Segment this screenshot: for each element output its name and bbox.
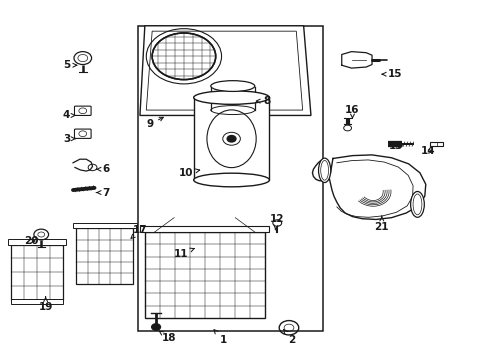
Text: 6: 6 — [97, 164, 109, 174]
Text: 14: 14 — [421, 146, 436, 156]
Polygon shape — [313, 155, 426, 220]
Text: 3: 3 — [63, 134, 76, 144]
Text: 17: 17 — [131, 225, 147, 238]
Ellipse shape — [194, 91, 270, 104]
Text: 9: 9 — [146, 117, 163, 129]
Bar — [73, 223, 137, 228]
Circle shape — [223, 132, 241, 145]
Bar — [11, 244, 63, 300]
Text: 10: 10 — [179, 168, 200, 178]
Text: 15: 15 — [382, 69, 403, 79]
Text: 16: 16 — [345, 105, 360, 118]
Text: 2: 2 — [284, 329, 295, 345]
Text: 4: 4 — [63, 111, 76, 121]
Polygon shape — [140, 26, 311, 116]
Circle shape — [227, 135, 236, 142]
Circle shape — [152, 324, 160, 330]
Bar — [76, 228, 133, 284]
Ellipse shape — [211, 81, 255, 91]
Ellipse shape — [318, 158, 331, 183]
Circle shape — [152, 33, 216, 80]
Text: 1: 1 — [214, 330, 227, 345]
Text: 19: 19 — [38, 297, 53, 312]
Bar — [140, 226, 270, 232]
Ellipse shape — [411, 192, 424, 217]
Bar — [138, 26, 323, 330]
Text: 20: 20 — [24, 236, 38, 246]
Text: 12: 12 — [270, 215, 284, 230]
Circle shape — [273, 220, 282, 226]
Bar — [194, 98, 270, 180]
Bar — [8, 239, 66, 244]
Text: 8: 8 — [256, 96, 270, 106]
Ellipse shape — [194, 173, 270, 187]
Bar — [11, 300, 63, 304]
Text: 7: 7 — [97, 188, 109, 198]
Text: 11: 11 — [174, 248, 195, 258]
Text: 21: 21 — [374, 216, 389, 231]
Text: 5: 5 — [63, 60, 77, 70]
Bar — [145, 232, 265, 318]
Bar — [430, 142, 443, 146]
Polygon shape — [342, 51, 372, 68]
Text: 13: 13 — [389, 141, 404, 151]
Text: 18: 18 — [159, 331, 176, 343]
